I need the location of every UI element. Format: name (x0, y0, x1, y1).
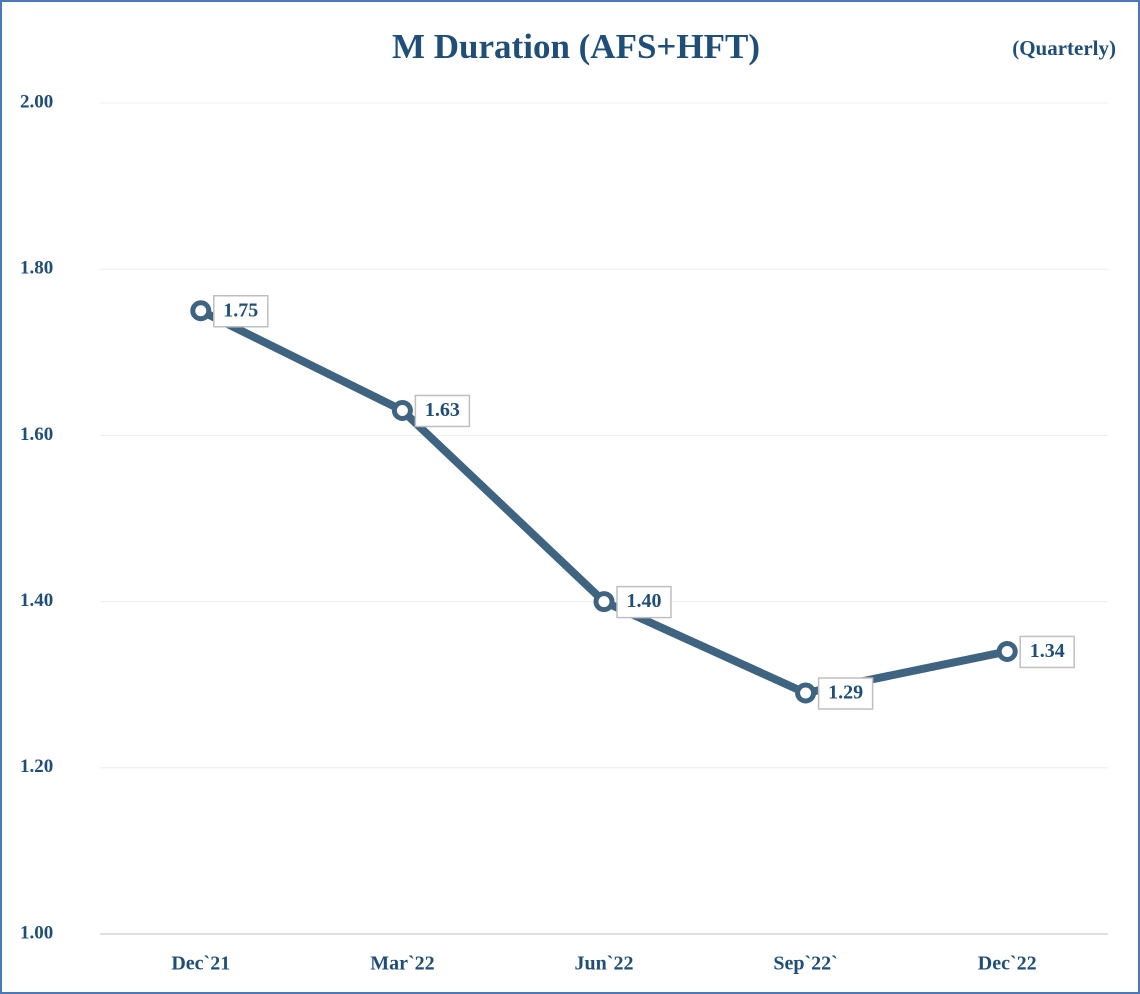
marker (593, 591, 615, 613)
label-box (1019, 635, 1075, 669)
marker (391, 399, 413, 421)
chart-title: M Duration (AFS+HFT) (392, 27, 760, 66)
data-label: 1.29 (828, 682, 863, 704)
marker (795, 682, 817, 704)
data-label: 1.40 (627, 590, 662, 612)
label-box (817, 677, 874, 710)
y-tick-label: 1.60 (20, 424, 53, 445)
data-label: 1.63 (425, 399, 460, 421)
y-tick-label: 1.20 (20, 756, 53, 777)
label-box (414, 394, 471, 428)
y-tick-label: 2.00 (20, 91, 53, 112)
marker (996, 640, 1018, 662)
x-tick-label: Dec`21 (171, 953, 230, 975)
x-tick-label: Mar`22 (370, 953, 434, 975)
x-tick-label: Sep`22` (773, 953, 837, 975)
marker (190, 300, 212, 322)
label-box (616, 585, 672, 619)
y-tick-label: 1.40 (20, 590, 53, 611)
label-box (213, 295, 269, 328)
x-tick-label: Jun`22 (575, 953, 634, 975)
data-label: 1.75 (223, 299, 258, 321)
data-label: 1.34 (1030, 640, 1065, 662)
x-tick-label: Dec`22 (978, 953, 1037, 975)
y-tick-label: 1.80 (20, 258, 53, 279)
chart-subtitle: (Quarterly) (1012, 36, 1116, 60)
y-tick-label: 1.00 (20, 922, 53, 943)
